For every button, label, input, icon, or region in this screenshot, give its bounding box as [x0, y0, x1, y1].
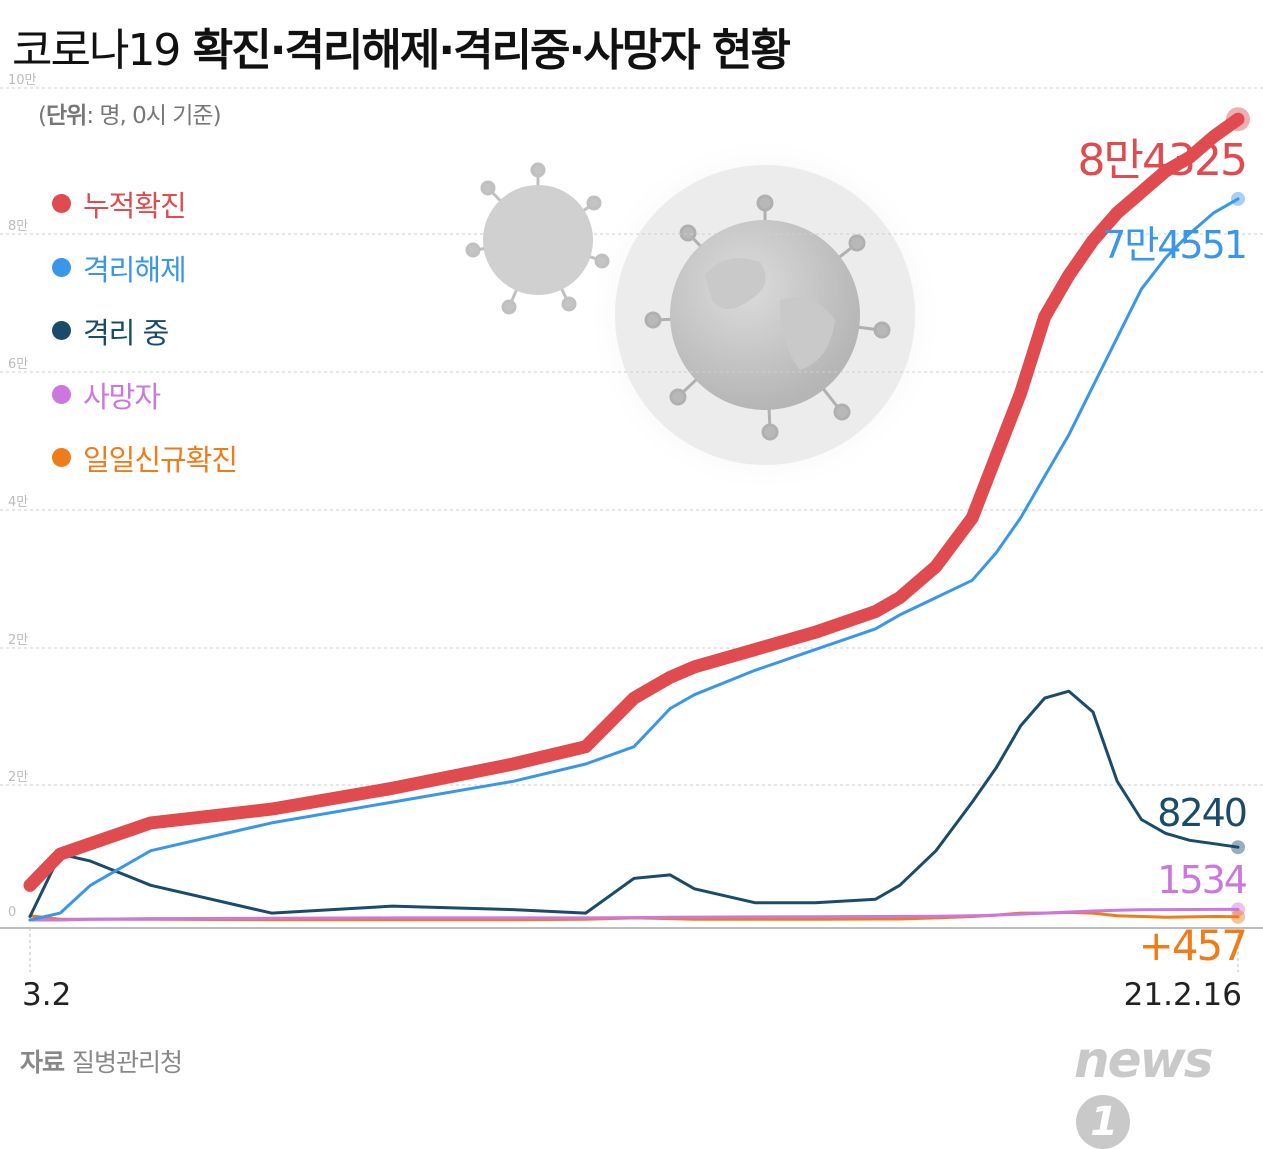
line-chart: 0 2만 2만 4만 6만 8만 10만 3.2 21.2.16 8만4325 7만4551 824…: [0, 73, 1263, 1013]
legend-item-daily: 일일신규확진: [52, 437, 238, 501]
unit-open: (: [38, 103, 47, 129]
series-line-deaths: [28, 907, 1240, 922]
y-tick-label: 2만: [8, 633, 28, 648]
globe-icon: [670, 220, 860, 410]
legend-label-daily: 일일신규확진: [83, 443, 238, 477]
chart-legend: 누적확진 격리해제 격리 중 사망자 일일신규확진: [52, 183, 238, 501]
series-layer: [23, 112, 1245, 922]
legend-label-isolated: 격리 중: [83, 316, 169, 350]
end-label-cumulative: 8만4325: [1078, 135, 1246, 186]
end-marker-cumulative: [1226, 107, 1250, 132]
end-label-daily: +457: [1139, 921, 1246, 970]
legend-label-cumulative: 누적확진: [83, 189, 187, 223]
title-rest: 확진·격리해제·격리중·사망자 현황: [192, 25, 791, 76]
end-label-deaths: 1534: [1157, 858, 1247, 902]
series-line-isolated: [28, 689, 1240, 918]
logo-text: news: [1074, 1031, 1213, 1089]
y-tick-label: 0: [8, 905, 16, 920]
page-title: 코로나19 확진·격리해제·격리중·사망자 현황: [12, 14, 791, 78]
series-line-released: [28, 197, 1240, 922]
end-marker-deaths: [1231, 902, 1245, 917]
y-tick-label: 10만: [8, 73, 37, 88]
legend-item-cumulative: 누적확진: [52, 183, 237, 247]
unit-label: 단위: [45, 103, 87, 129]
source-note: 자료 질병관리청: [20, 1043, 183, 1079]
x-tick-label-start: 3.2: [22, 977, 71, 1013]
series-line-cumulative: [23, 112, 1245, 892]
legend-dot-daily: [52, 448, 71, 467]
y-tick-label: 2만: [8, 770, 28, 785]
legend-dot-released: [52, 257, 71, 277]
unit-text: : 명, 0시 기준): [86, 103, 221, 129]
title-main: 코로나19: [12, 25, 181, 76]
source-text: 질병관리청: [72, 1048, 183, 1077]
legend-item-deaths: 사망자: [52, 374, 237, 438]
legend-label-deaths: 사망자: [83, 379, 161, 414]
legend-dot-cumulative: [52, 194, 71, 213]
end-marker-daily: [1231, 909, 1245, 924]
label-layer: 3.2 21.2.16 8만4325 7만4551 8240 1534 +457: [22, 107, 1250, 1013]
end-marker-released: [1231, 191, 1245, 206]
unit-note: (단위: 명, 0시 기준): [38, 96, 222, 130]
legend-item-released: 격리해제: [52, 247, 237, 311]
end-label-released: 7만4551: [1102, 223, 1246, 267]
legend-dot-isolated: [52, 321, 71, 340]
y-tick-label: 4만: [8, 495, 28, 510]
grid-lines: 0 2만 2만 4만 6만 8만 10만: [0, 73, 1263, 972]
y-tick-label: 8만: [8, 219, 28, 234]
legend-label-released: 격리해제: [83, 252, 187, 287]
x-tick-label-end: 21.2.16: [1124, 977, 1242, 1013]
end-marker-isolated: [1231, 840, 1245, 855]
end-label-isolated: 8240: [1157, 791, 1246, 835]
y-tick-label: 6만: [8, 357, 28, 372]
news1-logo: news1: [1074, 1031, 1263, 1149]
virus-illustration: [465, 135, 945, 495]
series-line-daily: [28, 910, 1240, 922]
legend-dot-deaths: [52, 384, 71, 404]
source-label: 자료: [20, 1048, 65, 1077]
legend-item-isolated: 격리 중: [52, 310, 237, 374]
